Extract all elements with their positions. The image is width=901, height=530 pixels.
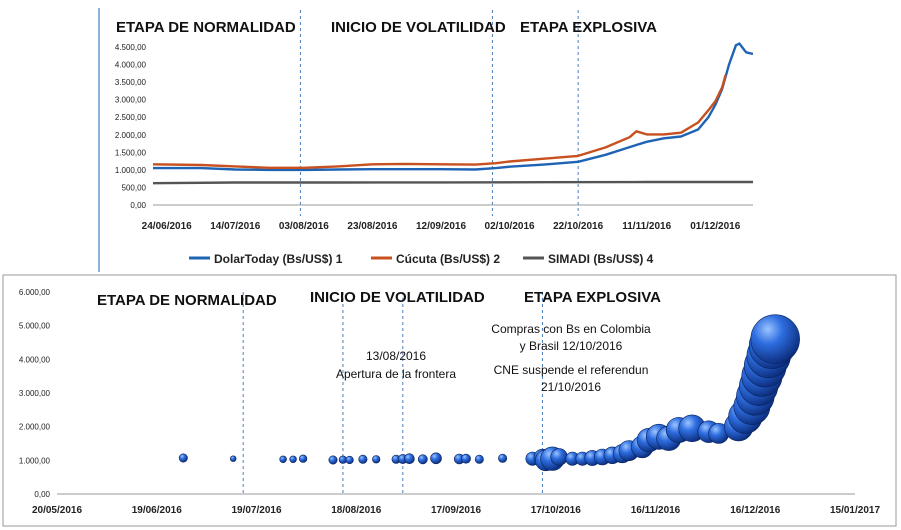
data-bubble bbox=[550, 448, 568, 466]
y-tick-label: 5.000,00 bbox=[19, 322, 51, 331]
data-bubble bbox=[404, 453, 415, 464]
series-line-dolartoday bbox=[153, 42, 753, 172]
y-tick-label: 3.500,00 bbox=[115, 78, 147, 87]
x-tick-label: 02/10/2016 bbox=[485, 221, 535, 232]
phase-label-explosiva: ETAPA EXPLOSIVA bbox=[520, 19, 657, 36]
x-tick-label: 16/11/2016 bbox=[631, 505, 681, 516]
y-tick-label: 3.000,00 bbox=[19, 389, 51, 398]
x-tick-label: 23/08/2016 bbox=[347, 221, 397, 232]
data-bubble bbox=[474, 454, 484, 464]
phase-label-normalidad: ETAPA DE NORMALIDAD bbox=[116, 19, 296, 36]
data-bubble bbox=[178, 453, 188, 463]
legend-label-cucuta: Cúcuta (Bs/US$) 2 bbox=[396, 252, 500, 266]
annotation-cne-date: 21/10/2016 bbox=[541, 380, 601, 394]
data-bubble bbox=[498, 453, 508, 463]
legend-label-dolartoday: DolarToday (Bs/US$) 1 bbox=[214, 252, 343, 266]
annotation-cne-referendum: CNE suspende el referendun bbox=[494, 363, 649, 377]
annotation-date-frontera: 13/08/2016 bbox=[366, 349, 426, 363]
bubble-chart: 0,00 1.000,00 2.000,00 3.000,00 4.000,00 5.00… bbox=[2, 274, 897, 527]
x-tick-label: 19/07/2016 bbox=[231, 505, 281, 516]
y-tick-label: 4.000,00 bbox=[19, 355, 51, 364]
y-tick-label: 0,00 bbox=[130, 201, 146, 210]
y-tick-label: 1.500,00 bbox=[115, 148, 147, 157]
phase-label-explosiva: ETAPA EXPLOSIVA bbox=[524, 289, 661, 306]
line-chart: 0,00 500,00 1.000,00 1.500,00 2.000,00 2.500,… bbox=[98, 8, 753, 272]
x-tick-label: 18/08/2016 bbox=[331, 505, 381, 516]
series-line-cucuta bbox=[153, 74, 727, 170]
x-tick-label: 17/10/2016 bbox=[531, 505, 581, 516]
y-tick-label: 2.500,00 bbox=[115, 113, 147, 122]
y-tick-label: 4.000,00 bbox=[115, 61, 147, 70]
y-tick-label: 500,00 bbox=[122, 183, 147, 192]
annotation-apertura-frontera: Apertura de la frontera bbox=[336, 367, 456, 381]
data-bubble bbox=[230, 455, 237, 462]
y-tick-label: 0,00 bbox=[34, 490, 50, 499]
x-tick-label: 17/09/2016 bbox=[431, 505, 481, 516]
data-bubble bbox=[417, 454, 428, 465]
data-bubble bbox=[750, 314, 800, 364]
data-bubble bbox=[299, 454, 308, 463]
data-bubble bbox=[461, 453, 471, 464]
phase-label-normalidad: ETAPA DE NORMALIDAD bbox=[97, 292, 277, 309]
x-tick-label: 11/11/2016 bbox=[622, 221, 671, 232]
annotation-compras-colombia: Compras con Bs en Colombia bbox=[491, 322, 651, 336]
data-bubble bbox=[328, 455, 338, 465]
x-tick-label: 22/10/2016 bbox=[553, 221, 603, 232]
x-tick-label: 24/06/2016 bbox=[142, 221, 192, 232]
x-tick-label: 12/09/2016 bbox=[416, 221, 466, 232]
series-line-simadi bbox=[153, 180, 753, 185]
y-tick-label: 1.000,00 bbox=[19, 456, 51, 465]
y-tick-label: 4.500,00 bbox=[115, 43, 147, 52]
x-tick-label: 03/08/2016 bbox=[279, 221, 329, 232]
annotation-brasil-date: y Brasil 12/10/2016 bbox=[520, 339, 623, 353]
x-tick-label: 15/01/2017 bbox=[830, 505, 880, 516]
y-tick-label: 1.000,00 bbox=[115, 166, 147, 175]
phase-label-volatilidad: INICIO DE VOLATILIDAD bbox=[310, 289, 485, 306]
data-bubble bbox=[279, 455, 287, 464]
plot-border bbox=[2, 274, 897, 527]
x-tick-label: 19/06/2016 bbox=[132, 505, 182, 516]
y-tick-label: 6.000,00 bbox=[19, 288, 51, 297]
legend: DolarToday (Bs/US$) 1 Cúcuta (Bs/US$) 2 … bbox=[189, 252, 654, 266]
phase-label-volatilidad: INICIO DE VOLATILIDAD bbox=[331, 19, 506, 36]
data-bubble bbox=[345, 455, 354, 465]
data-bubble bbox=[430, 452, 442, 465]
x-tick-label: 16/12/2016 bbox=[730, 505, 780, 516]
y-tick-label: 2.000,00 bbox=[19, 423, 51, 432]
x-tick-label: 01/12/2016 bbox=[690, 221, 740, 232]
x-tick-label: 20/05/2016 bbox=[32, 505, 82, 516]
data-bubble bbox=[372, 455, 381, 464]
data-bubble bbox=[358, 454, 368, 464]
data-bubble bbox=[289, 455, 297, 464]
legend-label-simadi: SIMADI (Bs/US$) 4 bbox=[548, 252, 654, 266]
x-tick-label: 14/07/2016 bbox=[210, 221, 260, 232]
y-tick-label: 2.000,00 bbox=[115, 131, 147, 140]
y-tick-label: 3.000,00 bbox=[115, 96, 147, 105]
